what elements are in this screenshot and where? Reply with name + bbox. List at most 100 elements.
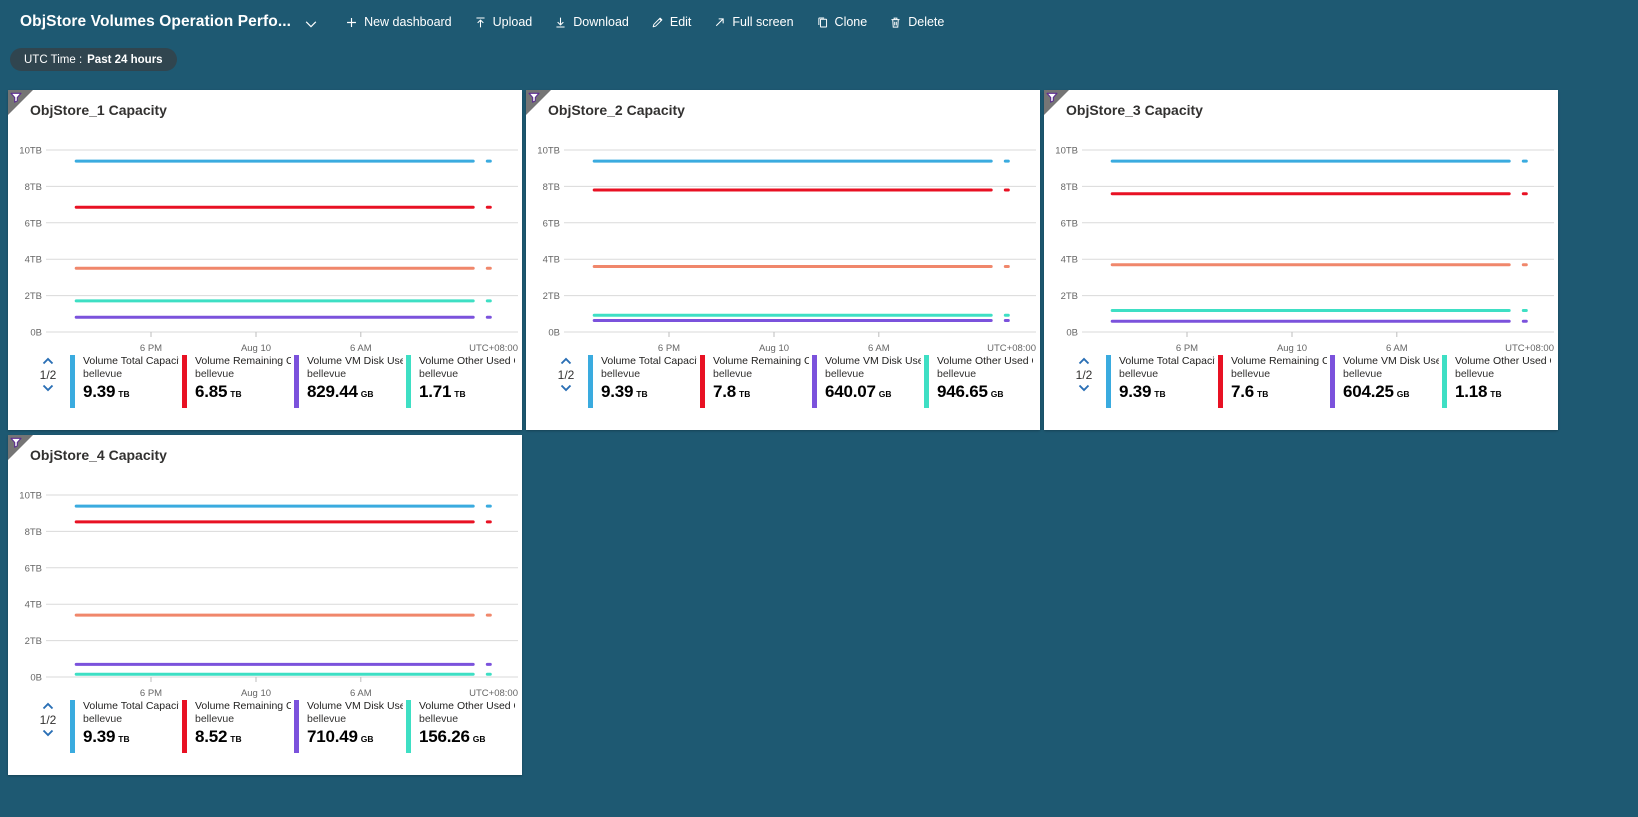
legend-value: 7.8 <box>713 382 737 401</box>
legend-unit: TB <box>1257 389 1269 399</box>
legend-resource: bellevue <box>419 368 459 380</box>
tile-objstore-2-capacity[interactable]: ObjStore_2 Capacity 10TB 8TB 6TB 4TB 2TB 0B 6 P… <box>526 90 1040 430</box>
capacity-chart: 10TB 8TB 6TB 4TB 2TB 0B 6 PM Aug 10 6 AM UTC+08:0… <box>537 146 1036 354</box>
legend-color-bar <box>294 355 299 408</box>
legend-unit: GB <box>878 389 892 399</box>
svg-text:10TB: 10TB <box>537 146 560 157</box>
legend-page-down-button[interactable] <box>42 729 54 738</box>
legend-metric-name: Volume Total Capacit... <box>83 355 179 367</box>
tile-title: ObjStore_4 Capacity <box>30 447 167 463</box>
svg-text:2TB: 2TB <box>25 291 42 302</box>
legend-color-bar <box>1330 355 1335 408</box>
legend-unit: TB <box>230 389 242 399</box>
svg-text:2TB: 2TB <box>1061 291 1078 302</box>
legend-page-up-button[interactable] <box>42 702 54 711</box>
legend-resource: bellevue <box>1119 368 1159 380</box>
time-filter-pill[interactable]: UTC Time : Past 24 hours <box>10 48 177 71</box>
legend-page-down-button[interactable] <box>42 384 54 393</box>
legend-item[interactable]: Volume Remaining Cap...bellevue 7.6TB <box>1218 355 1330 408</box>
edit-icon <box>651 16 664 29</box>
legend-color-bar <box>182 700 187 753</box>
capacity-chart: 10TB 8TB 6TB 4TB 2TB 0B 6 PM Aug 10 6 AM UTC+08:0… <box>19 146 518 354</box>
legend-resource: bellevue <box>601 368 641 380</box>
tiles-grid: ObjStore_1 Capacity 10TB 8TB 6TB 4TB 2TB 0B 6 P… <box>0 71 1638 775</box>
download-button[interactable]: Download <box>543 11 640 33</box>
legend-value: 8.52 <box>195 727 228 746</box>
legend-metric-name: Volume Total Capacit... <box>1119 355 1215 367</box>
dashboard-title[interactable]: ObjStore Volumes Operation Perfo... <box>20 13 292 30</box>
legend-item[interactable]: Volume Remaining Cap...bellevue 7.8TB <box>700 355 812 408</box>
dashboard-toolbar: ObjStore Volumes Operation Perfo... New … <box>0 0 1638 40</box>
legend-resource: bellevue <box>825 368 865 380</box>
tile-objstore-3-capacity[interactable]: ObjStore_3 Capacity 10TB 8TB 6TB 4TB 2TB 0B 6 P… <box>1044 90 1558 430</box>
svg-text:10TB: 10TB <box>1055 146 1078 157</box>
legend-unit: GB <box>360 389 374 399</box>
legend-unit: GB <box>360 734 374 744</box>
legend-page-up-button[interactable] <box>560 357 572 366</box>
new-dashboard-button[interactable]: New dashboard <box>334 11 463 33</box>
edit-button[interactable]: Edit <box>640 11 703 33</box>
legend-page-down-button[interactable] <box>560 384 572 393</box>
chevron-down-icon[interactable] <box>304 17 318 31</box>
legend-page-indicator: 1/2 <box>39 713 57 727</box>
legend-metric-name: Volume Remaining Cap... <box>195 355 291 367</box>
full-screen-button[interactable]: Full screen <box>702 11 804 33</box>
legend-resource: bellevue <box>195 713 235 725</box>
svg-text:6 AM: 6 AM <box>1386 343 1408 354</box>
tile-title: ObjStore_3 Capacity <box>1066 102 1203 118</box>
tile-objstore-1-capacity[interactable]: ObjStore_1 Capacity 10TB 8TB 6TB 4TB 2TB 0B 6 P… <box>8 90 522 430</box>
legend-page-up-button[interactable] <box>1078 357 1090 366</box>
legend-value: 9.39 <box>1119 382 1152 401</box>
svg-text:0B: 0B <box>30 328 42 339</box>
legend-pager: 1/2 <box>1071 357 1097 393</box>
upload-button[interactable]: Upload <box>463 11 544 33</box>
legend-metric-name: Volume Other Used Ca... <box>937 355 1033 367</box>
toolbar-buttons: New dashboard Upload Download Edit Full scre… <box>334 11 955 33</box>
svg-text:6 PM: 6 PM <box>140 688 162 699</box>
plus-icon <box>345 16 358 29</box>
legend-metric-name: Volume Remaining Cap... <box>195 700 291 712</box>
legend-value: 7.6 <box>1231 382 1255 401</box>
legend-metric-name: Volume VM Disk Used ... <box>307 700 403 712</box>
svg-text:Aug 10: Aug 10 <box>759 343 789 354</box>
svg-text:4TB: 4TB <box>25 255 42 266</box>
legend-unit: TB <box>1154 389 1166 399</box>
svg-text:8TB: 8TB <box>543 182 560 193</box>
legend-value: 9.39 <box>83 382 116 401</box>
legend-value: 1.71 <box>419 382 452 401</box>
clone-button[interactable]: Clone <box>805 11 879 33</box>
delete-button[interactable]: Delete <box>878 11 955 33</box>
legend-color-bar <box>924 355 929 408</box>
svg-text:UTC+08:00: UTC+08:00 <box>469 343 518 354</box>
svg-text:4TB: 4TB <box>543 255 560 266</box>
filter-funnel-icon <box>1046 92 1058 104</box>
svg-text:4TB: 4TB <box>1061 255 1078 266</box>
svg-text:Aug 10: Aug 10 <box>241 688 271 699</box>
download-icon <box>554 16 567 29</box>
legend-page-down-button[interactable] <box>1078 384 1090 393</box>
legend-value: 9.39 <box>83 727 116 746</box>
svg-text:0B: 0B <box>548 328 560 339</box>
svg-text:4TB: 4TB <box>25 600 42 611</box>
legend-value: 640.07 <box>825 382 876 401</box>
tile-objstore-4-capacity[interactable]: ObjStore_4 Capacity 10TB 8TB 6TB 4TB 2TB 0B 6 P… <box>8 435 522 775</box>
legend-metric-name: Volume Other Used Ca... <box>419 355 515 367</box>
legend-color-bar <box>812 355 817 408</box>
legend-resource: bellevue <box>307 713 347 725</box>
legend-page-up-button[interactable] <box>42 357 54 366</box>
